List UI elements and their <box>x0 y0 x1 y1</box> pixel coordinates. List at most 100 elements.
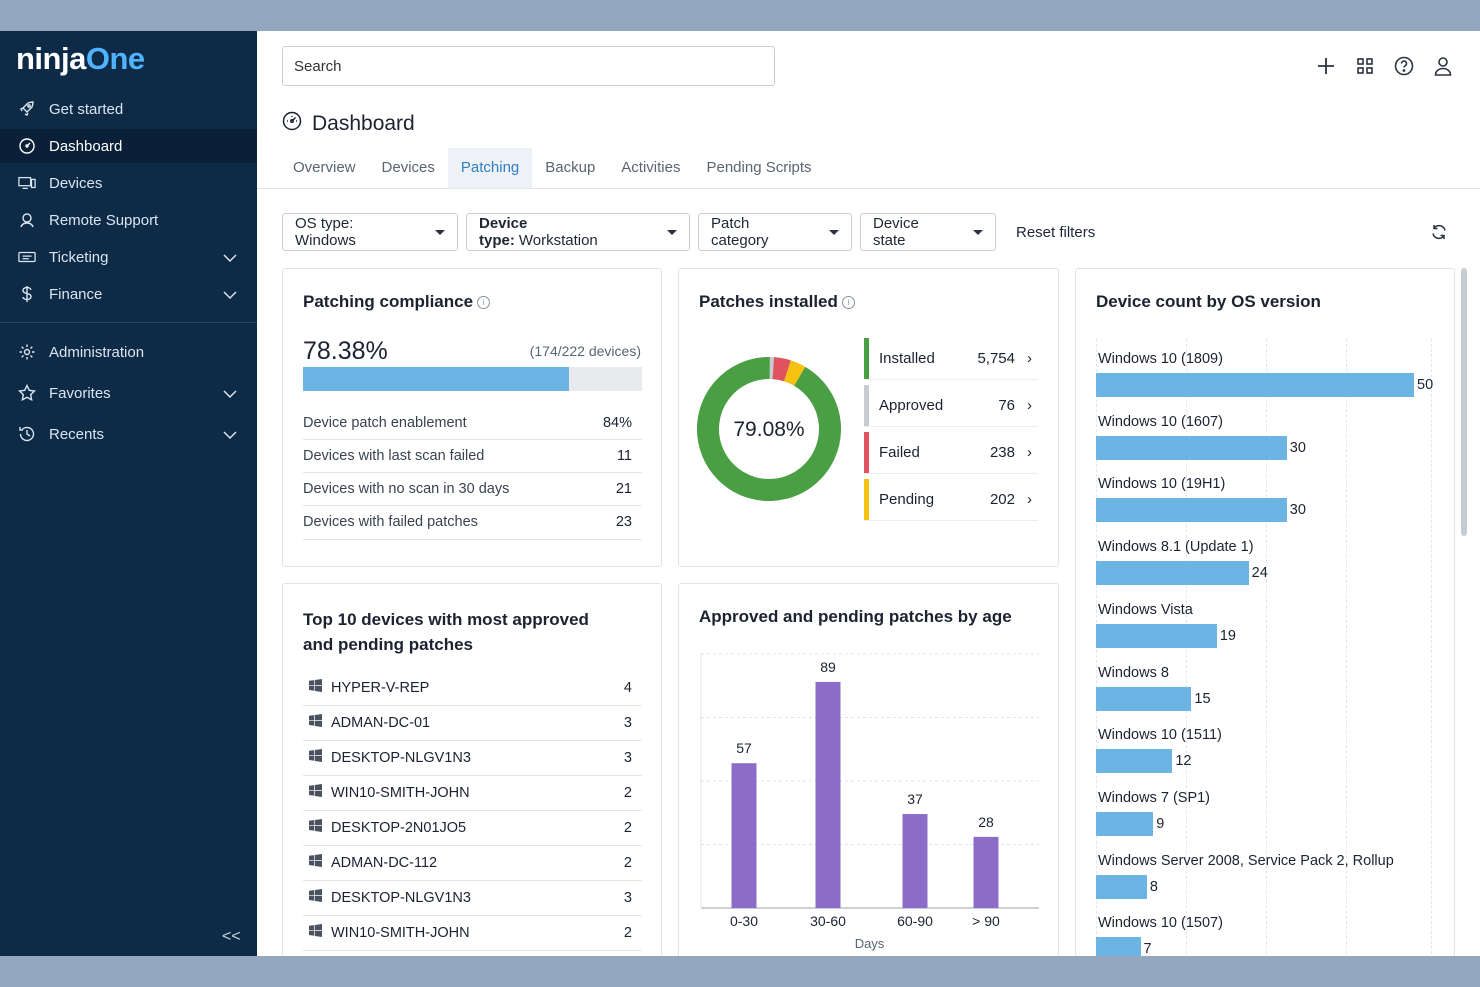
table-row[interactable]: DESKTOP-NLGV1N3 3 <box>303 740 642 776</box>
sidebar-item-get-started[interactable]: Get started <box>0 92 257 126</box>
chevron-down-icon[interactable] <box>223 386 237 403</box>
patch-category-filter[interactable]: Patch category <box>698 213 852 251</box>
legend-failed[interactable]: Failed 238 › <box>864 432 1038 474</box>
gridline <box>1266 339 1267 956</box>
os-version-bar[interactable] <box>1096 937 1141 956</box>
bar-60-90[interactable] <box>902 814 928 908</box>
collapse-sidebar-button[interactable]: << <box>222 928 241 945</box>
stat-row[interactable]: Devices with failed patches 23 <box>303 505 642 540</box>
patch-count: 2 <box>623 854 632 871</box>
reset-filters-button[interactable]: Reset filters <box>1016 223 1096 241</box>
tab-patching[interactable]: Patching <box>447 148 533 188</box>
device-state-filter[interactable]: Device state <box>860 213 996 251</box>
info-icon[interactable]: i <box>477 296 491 310</box>
add-icon[interactable] <box>1315 55 1337 77</box>
os-type-filter[interactable]: OS type: Windows <box>282 213 458 251</box>
sidebar-item-administration[interactable]: Administration <box>0 335 257 369</box>
table-row[interactable]: ADMAN-DC-01 3 <box>303 705 642 741</box>
stat-row[interactable]: Devices with no scan in 30 days 21 <box>303 472 642 506</box>
sidebar-item-dashboard[interactable]: Dashboard <box>0 129 257 163</box>
os-version-label: Windows Server 2008, Service Pack 2, Rol… <box>1098 852 1394 869</box>
card-title: Approved and pending patches by age <box>699 607 1012 626</box>
patch-count: 2 <box>623 924 632 941</box>
apps-grid-icon[interactable] <box>1354 55 1376 77</box>
stat-row[interactable]: Device patch enablement 84% <box>303 406 642 440</box>
data-label: 30 <box>1289 439 1306 456</box>
sidebar-item-favorites[interactable]: Favorites <box>0 376 257 410</box>
tab-activities[interactable]: Activities <box>621 159 681 176</box>
sidebar-item-remote-support[interactable]: Remote Support <box>0 203 257 237</box>
sidebar-item-label: Remote Support <box>49 211 159 229</box>
tab-overview[interactable]: Overview <box>293 159 356 176</box>
bar-0-30[interactable] <box>731 763 757 908</box>
data-label: 9 <box>1156 815 1165 832</box>
table-row[interactable]: WIN10-SMITH-JOHN 2 <box>303 775 642 811</box>
chevron-down-icon[interactable] <box>223 250 237 267</box>
filter-label: Device state <box>873 215 919 249</box>
data-label: 57 <box>736 740 752 756</box>
os-version-label: Windows 8 <box>1098 664 1169 681</box>
legend-approved[interactable]: Approved 76 › <box>864 385 1038 427</box>
device-name: DESKTOP-2N01JO5 <box>331 819 467 836</box>
user-profile-icon[interactable] <box>1432 55 1454 77</box>
sidebar-item-recents[interactable]: Recents <box>0 417 257 451</box>
os-version-bar[interactable] <box>1096 686 1192 711</box>
windows-icon <box>309 924 322 941</box>
table-row[interactable]: WIN10-SMITH-JOHN 2 <box>303 915 642 951</box>
os-version-label: Windows 10 (19H1) <box>1098 476 1226 493</box>
legend-swatch <box>864 479 869 520</box>
legend-swatch <box>864 432 869 473</box>
stat-row[interactable]: Devices with last scan failed 11 <box>303 439 642 473</box>
tab-backup[interactable]: Backup <box>545 159 596 176</box>
tab-devices[interactable]: Devices <box>381 159 435 176</box>
legend-pending[interactable]: Pending 202 › <box>864 479 1038 521</box>
refresh-icon[interactable] <box>1430 223 1448 246</box>
device-type-filter[interactable]: Device type: Workstation <box>466 213 690 251</box>
card-title: Patches installed i <box>699 292 855 312</box>
bar-30-60[interactable] <box>815 681 841 908</box>
ninjaone-logo[interactable]: ninjaOne <box>16 41 145 76</box>
sidebar-item-finance[interactable]: Finance <box>0 277 257 311</box>
chevron-right-icon: › <box>1027 444 1032 461</box>
x-tick-label: 30-60 <box>810 913 846 929</box>
compliance-progress-fill <box>303 367 569 391</box>
os-version-bar[interactable] <box>1096 498 1287 523</box>
table-row[interactable]: HYPER-V-REP 4 <box>303 670 642 706</box>
os-version-label: Windows Vista <box>1098 601 1193 618</box>
bar-> 90[interactable] <box>973 836 999 908</box>
tab-pending-scripts[interactable]: Pending Scripts <box>706 159 812 176</box>
info-icon[interactable]: i <box>841 296 855 310</box>
windows-icon <box>309 819 322 836</box>
chevron-down-icon[interactable] <box>223 287 237 304</box>
os-version-bar[interactable] <box>1096 749 1173 774</box>
donut-slice-failed[interactable] <box>772 357 791 382</box>
os-version-bar[interactable] <box>1096 561 1249 586</box>
legend-installed[interactable]: Installed 5,754 › <box>864 338 1038 380</box>
scrollbar[interactable] <box>1461 268 1467 536</box>
x-axis-title: Days <box>854 936 885 951</box>
search-input[interactable] <box>282 46 775 86</box>
chevron-down-icon[interactable] <box>223 427 237 444</box>
table-row[interactable]: DESKTOP-NLGV1N3 3 <box>303 880 642 916</box>
top-devices-card: Top 10 devices with most approved and pen… <box>282 583 662 956</box>
donut-slice-pending[interactable] <box>783 360 806 386</box>
table-row[interactable]: ADMAN-DC-112 2 <box>303 845 642 881</box>
data-label: 12 <box>1175 753 1192 770</box>
table-row[interactable]: DESKTOP-2N01JO5 2 <box>303 810 642 846</box>
os-version-bar[interactable] <box>1096 623 1217 648</box>
patch-count: 2 <box>623 819 632 836</box>
sidebar-item-ticketing[interactable]: Ticketing <box>0 240 257 274</box>
x-tick-label: 0-30 <box>730 913 758 929</box>
donut-slice-installed[interactable] <box>697 357 841 501</box>
card-title: Device count by OS version <box>1096 292 1321 311</box>
devices-icon <box>18 174 36 192</box>
os-version-bar[interactable] <box>1096 373 1414 397</box>
sidebar-item-label: Favorites <box>49 384 111 402</box>
caret-down-icon <box>667 229 677 235</box>
help-icon[interactable] <box>1393 55 1415 77</box>
sidebar-item-devices[interactable]: Devices <box>0 166 257 200</box>
os-version-bar[interactable] <box>1096 874 1147 899</box>
os-version-bar[interactable] <box>1096 435 1287 460</box>
os-version-bar[interactable] <box>1096 811 1154 836</box>
legend-swatch <box>864 338 869 379</box>
